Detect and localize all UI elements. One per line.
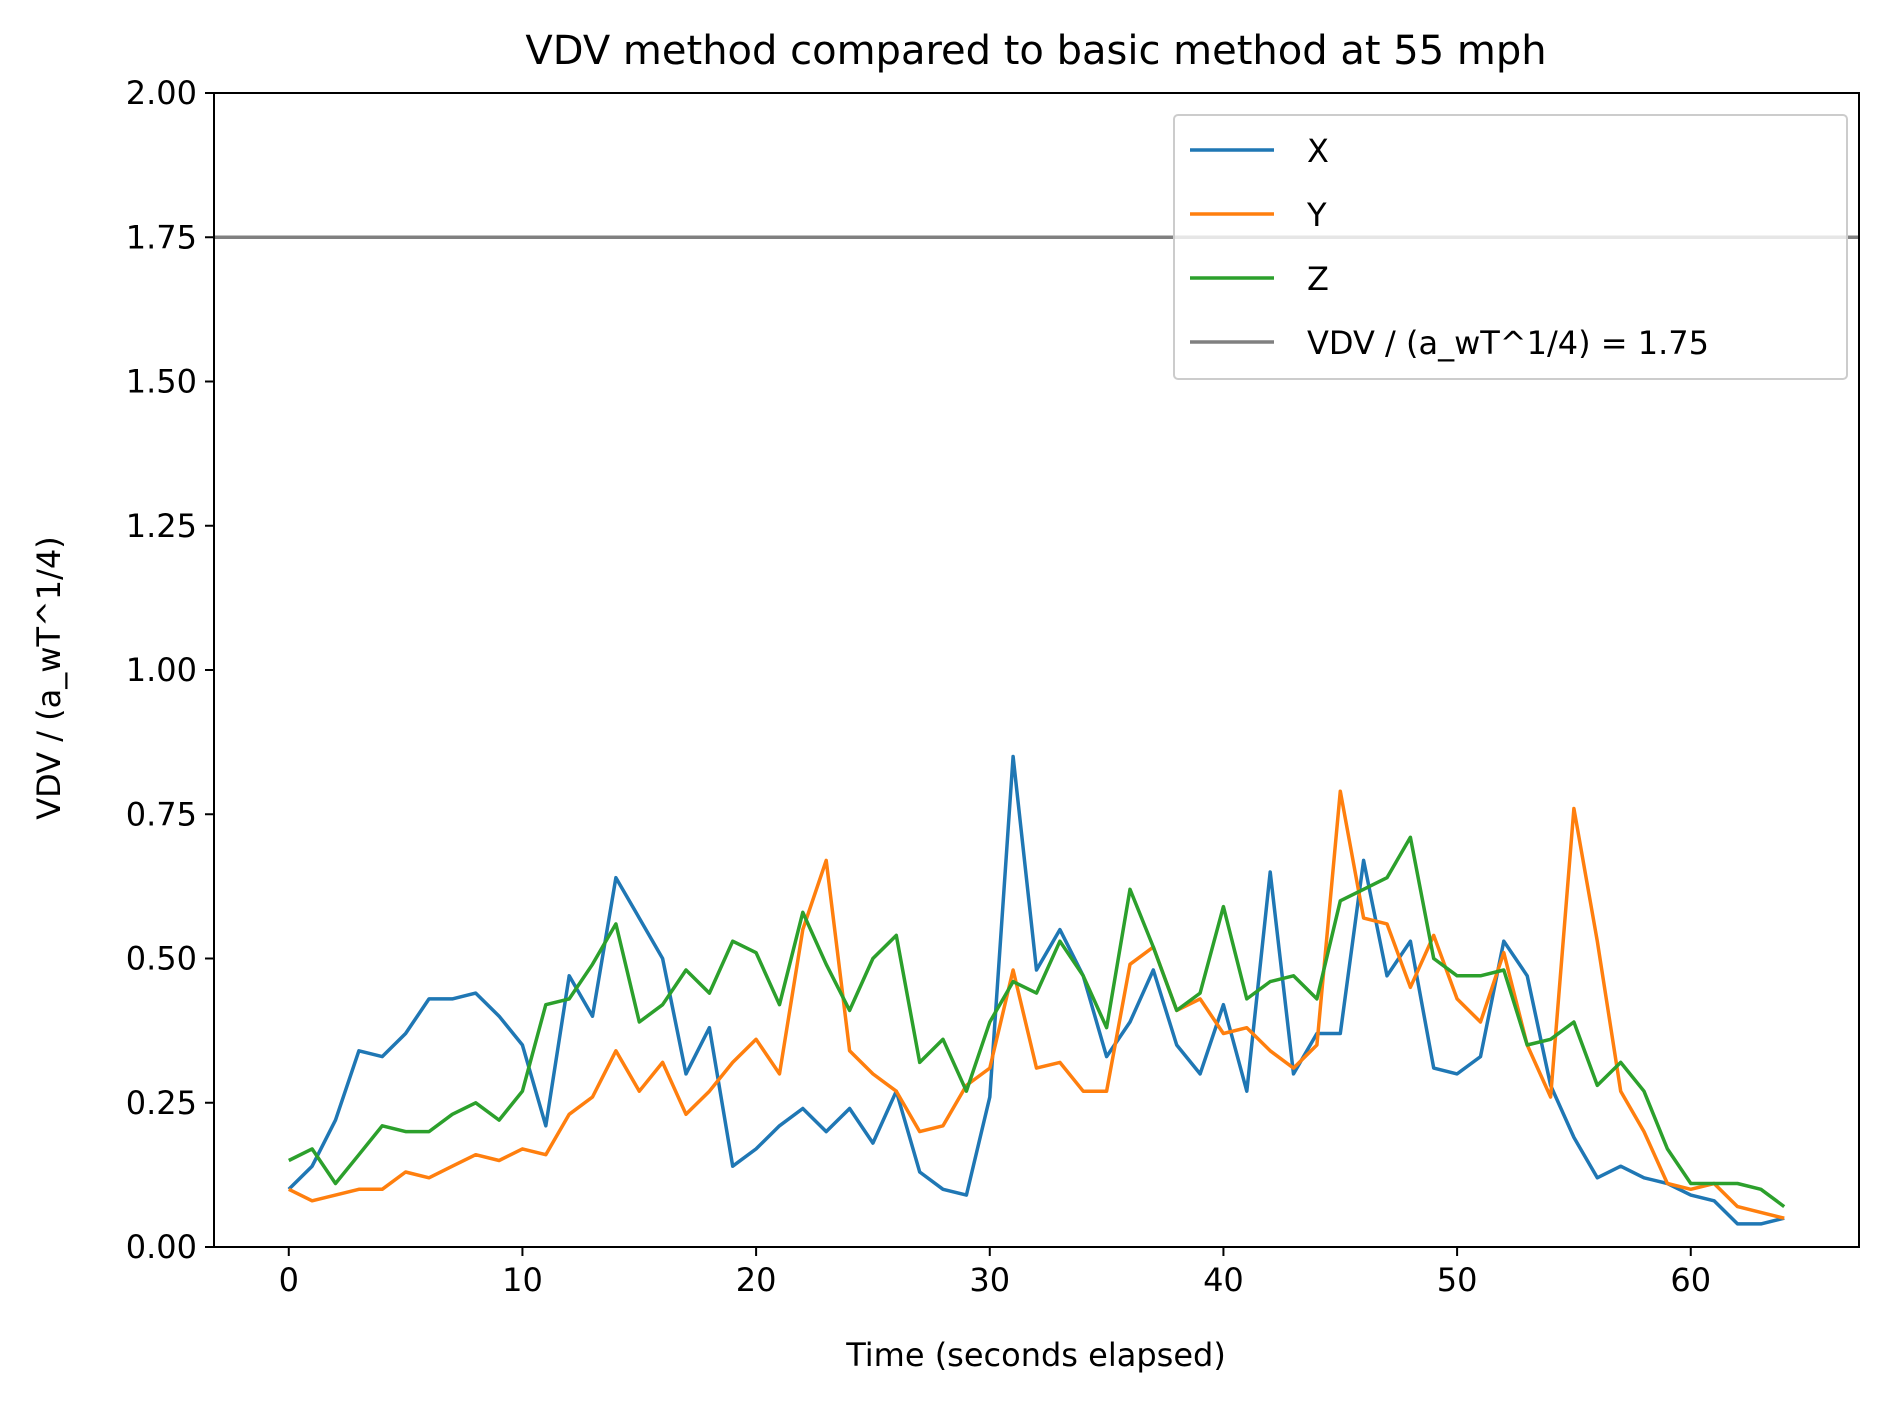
series-line-y [288,789,1785,1220]
y-tick-label: 1.00 [126,651,197,689]
legend: XYZ VDV / (a_wT^1/4) = 1.75 [1173,114,1848,380]
y-tick-label: 2.00 [126,74,197,112]
x-tick-label: 30 [969,1261,1010,1299]
legend-label-x: X [1307,132,1329,170]
y-tick-label: 0.00 [126,1228,197,1266]
series-line-x [287,754,1785,1226]
x-tick-label: 40 [1203,1261,1244,1299]
y-axis-label: VDV / (a_wT^1/4) [30,536,68,820]
legend-label-z: Z [1307,260,1329,298]
x-tick-label: 0 [279,1261,299,1299]
plot-area: 0 10 20 30 40 50 60 0.00 0.25 0.50 0.75 1.00 1.25 1.5… [126,74,1860,1299]
x-tick-label: 20 [736,1261,777,1299]
x-tick-label: 60 [1670,1261,1711,1299]
y-tick-label: 1.25 [126,507,197,545]
x-axis-label: Time (seconds elapsed) [845,1336,1226,1374]
legend-box [1173,114,1848,380]
x-tick-label: 50 [1437,1261,1478,1299]
chart-title: VDV method compared to basic method at 5… [525,28,1546,74]
y-tick-label: 0.25 [126,1084,197,1122]
legend-label-reference: VDV / (a_wT^1/4) = 1.75 [1307,324,1709,362]
y-tick-label: 0.50 [126,940,197,978]
y-tick-label: 0.75 [126,795,197,833]
legend-label-y: Y [1306,196,1327,234]
series-line-z [288,835,1786,1209]
y-tick-label: 1.50 [126,363,197,401]
x-tick-label: 10 [502,1261,543,1299]
y-tick-label: 1.75 [126,218,197,256]
